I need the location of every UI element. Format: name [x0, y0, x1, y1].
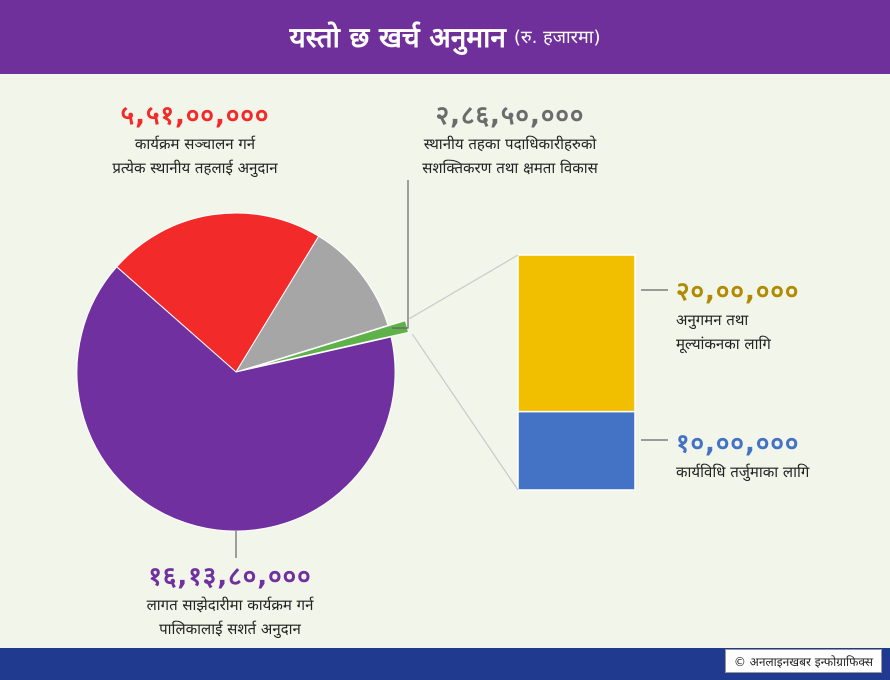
connector-line-top: [409, 254, 519, 320]
page-subtitle: (रु. हजारमा): [513, 27, 601, 48]
bar-value-gold: २०,००,०००: [676, 277, 800, 307]
pie-chart: [76, 212, 410, 532]
pie-desc-gray-1: स्थानीय तहका पदाधिकारीहरुको: [423, 135, 597, 153]
connector-line-bottom: [411, 333, 519, 491]
bar-segment-blue: [517, 410, 636, 491]
pie-desc-purple-1: लागत साझेदारीमा कार्यक्रम गर्न: [146, 596, 314, 614]
pie-label-purple: १६,१३,८०,००० लागत साझेदारीमा कार्यक्रम ग…: [60, 557, 400, 641]
pie-desc-gray-2: सशक्तिकरण तथा क्षमता विकास: [422, 159, 598, 177]
leader-line-gray: [392, 180, 409, 329]
bar-desc-gold-2: मूल्यांकनका लागि: [676, 335, 771, 353]
bar-segment-gold: [517, 254, 636, 413]
connector-lines: [235, 180, 668, 558]
pie-label-red: ५,५१,००,००० कार्यक्रम सञ्चालन गर्न प्रत्…: [40, 96, 350, 180]
bar-desc-blue-1: कार्यविधि तर्जुमाका लागि: [676, 463, 810, 481]
pie-slice-red: [116, 212, 320, 373]
pie-desc-red-2: प्रत्येक स्थानीय तहलाई अनुदान: [112, 159, 278, 177]
pie-slice-green: [253, 320, 410, 368]
bar-label-blue: १०,००,००० कार्यविधि तर्जुमाका लागि: [676, 424, 881, 484]
credit-badge: © अनलाइनखबर इन्फोग्राफिक्स: [724, 649, 882, 673]
page-title: यस्तो छ खर्च अनुमान: [289, 21, 506, 54]
pie-desc-purple-2: पालिकालाई सशर्त अनुदान: [159, 620, 301, 638]
pie-value-gray: २,८६,५०,०००: [435, 101, 585, 131]
pie-slice-gray: [234, 235, 389, 373]
bar-desc-gold-1: अनुगमन तथा: [676, 311, 749, 329]
bar-label-gold: २०,००,००० अनुगमन तथा मूल्यांकनका लागि: [676, 272, 876, 356]
pie-desc-red-1: कार्यक्रम सञ्चालन गर्न: [134, 135, 256, 153]
pie-value-purple: १६,१३,८०,०००: [148, 562, 312, 592]
header-bar: यस्तो छ खर्च अनुमान (रु. हजारमा): [0, 0, 890, 74]
bar-value-blue: १०,००,०००: [676, 429, 800, 459]
pie-slice-purple: [76, 266, 396, 532]
pie-value-red: ५,५१,००,०००: [120, 101, 270, 131]
stacked-bar-chart: [517, 254, 636, 491]
pie-label-gray: २,८६,५०,००० स्थानीय तहका पदाधिकारीहरुको …: [355, 96, 665, 180]
